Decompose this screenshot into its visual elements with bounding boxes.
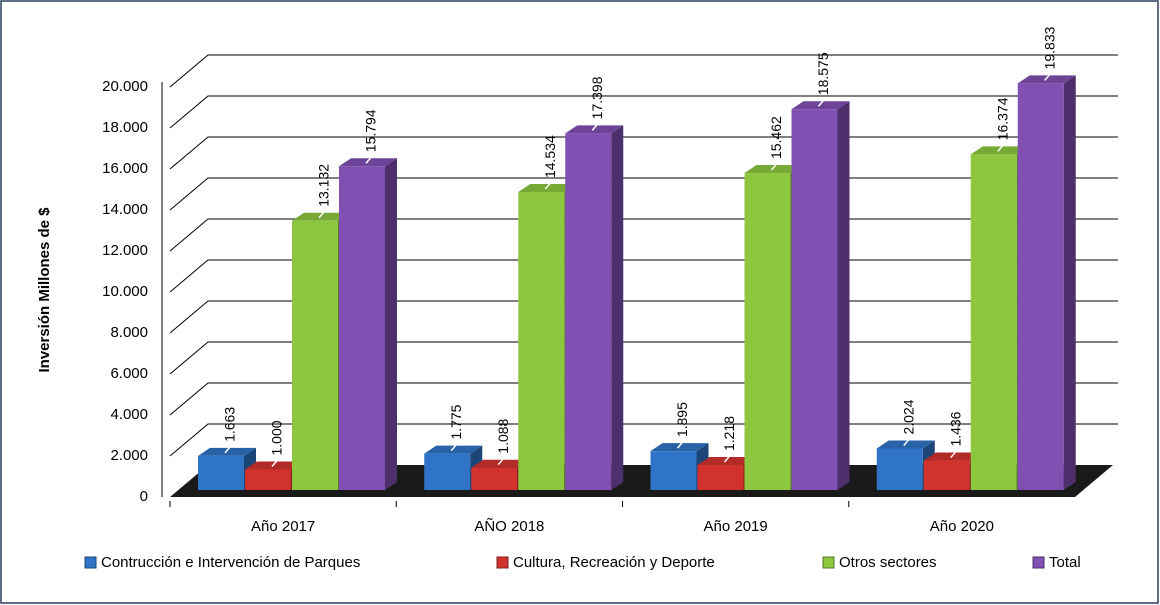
legend-label: Total [1049,554,1081,571]
legend-swatch [496,556,509,569]
bar [339,166,385,490]
data-label: 14.534 [542,135,558,178]
data-label: 16.374 [994,97,1010,140]
data-label: 18.575 [815,52,831,95]
bar [292,220,338,490]
y-tick-label: 16.000 [102,160,148,177]
label-leader [723,454,732,463]
label-leader [271,459,279,467]
legend-swatch [84,556,97,569]
data-label: 1.663 [222,407,238,442]
grid-line [169,54,1118,88]
label-leader [676,440,685,449]
data-label: 1.895 [674,402,690,437]
y-tick-label: 4.000 [110,406,148,423]
label-leader [950,450,958,459]
bar [1017,83,1064,491]
y-tick-label: 2.000 [110,447,148,464]
bar-top [424,445,483,454]
bar [245,469,291,490]
label-leader [450,443,458,452]
label-leader [318,210,326,219]
label-leader [903,438,911,446]
label-leader [224,445,232,454]
y-tick-label: 12.000 [102,242,148,259]
label-leader [544,181,552,190]
bar [970,154,1017,490]
bar-top [292,212,350,221]
legend-swatch [822,556,835,569]
bar-top [198,447,256,456]
bar-side [611,125,624,490]
bar [697,465,744,490]
bar [424,453,471,490]
label-leader [1044,72,1052,81]
y-tick-label: 14.000 [102,201,148,218]
x-tick-label: Año 2020 [930,518,994,535]
data-label: 1.218 [721,416,737,451]
bar [923,460,970,490]
y-tick-label: 20.000 [102,78,148,95]
bar-top [650,443,709,452]
data-label: 1.775 [448,404,464,439]
legend-swatch [1032,556,1045,569]
label-leader [770,162,779,171]
bar-top [339,158,397,167]
x-tick-label: Año 2019 [704,518,768,535]
y-tick-label: 18.000 [102,119,148,136]
data-label: 1.000 [269,420,285,455]
bar-top [791,101,850,110]
bar [744,173,791,491]
bar-top [923,452,982,461]
bar-top [744,165,803,174]
legend-label: Otros sectores [839,554,937,571]
bar-top [518,184,577,193]
bar-top [970,146,1029,155]
bar-side [385,158,397,490]
label-leader [497,457,505,466]
bar [471,467,518,490]
legend-label: Cultura, Recreación y Deporte [513,554,715,571]
data-label: 1.436 [947,411,963,446]
data-label: 17.398 [589,76,605,119]
bar [876,448,923,490]
bar-top [471,459,530,468]
bar-top [1017,75,1076,84]
data-label: 2.024 [900,399,916,434]
y-tick-label: 8.000 [110,324,148,341]
bar [650,451,697,490]
y-tick-label: 10.000 [102,283,148,300]
y-tick-label: 6.000 [110,365,148,382]
bar-top [876,440,935,449]
bar-top [565,125,624,134]
label-leader [591,122,599,131]
bar-side [837,101,850,491]
legend-label: Contrucción e Intervención de Parques [101,554,360,571]
data-label: 15.462 [768,116,784,159]
bar [198,455,244,490]
data-label: 13.132 [316,164,332,207]
grid-line [169,95,1118,129]
label-leader [997,143,1005,152]
bar-top [245,461,303,470]
data-label: 15.794 [363,109,379,152]
bar [518,192,565,491]
y-tick-label: 0 [140,488,148,505]
x-tick-label: Año 2017 [251,518,315,535]
data-label: 1.088 [495,418,511,453]
x-tick-label: AÑO 2018 [474,518,544,535]
data-label: 19.833 [1041,26,1057,69]
bar-top [697,457,756,466]
bar-side [1063,75,1076,491]
bar [791,109,838,491]
label-leader [365,155,373,164]
bar [565,133,612,490]
label-leader [817,98,826,107]
y-axis-label: Inversión Millones de $ [36,207,53,373]
